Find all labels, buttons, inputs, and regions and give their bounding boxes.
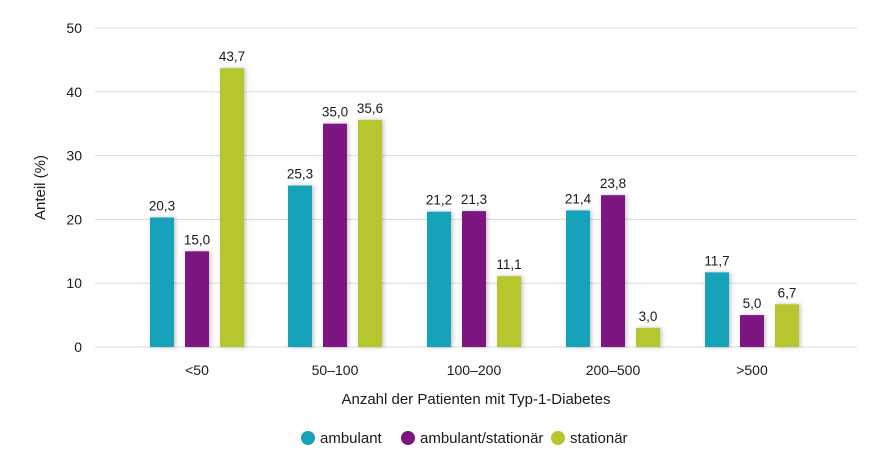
bar — [150, 217, 174, 347]
x-axis-title: Anzahl der Patienten mit Typ-1-Diabetes — [341, 391, 610, 408]
y-tick-label: 50 — [66, 20, 82, 36]
data-labels: 20,3 15,0 43,7 25,3 35,0 35,6 21,2 21,3 11,1 21,4… — [149, 49, 797, 324]
y-tick-label: 20 — [66, 211, 82, 227]
data-label: 11,7 — [704, 253, 729, 268]
bar — [427, 211, 451, 347]
x-tick-label: <50 — [185, 362, 209, 378]
data-label: 35,0 — [322, 105, 348, 120]
legend-label: ambulant — [320, 430, 383, 447]
data-label: 23,8 — [600, 176, 626, 191]
legend-label: ambulant/stationär — [420, 430, 543, 447]
y-tick-label: 10 — [66, 275, 82, 291]
data-label: 35,6 — [357, 101, 383, 116]
data-label: 21,2 — [426, 193, 452, 208]
y-axis-ticks: 0 10 20 30 40 50 — [66, 20, 82, 355]
x-tick-label: 50–100 — [312, 362, 359, 378]
x-tick-label: 100–200 — [447, 362, 502, 378]
bar — [566, 210, 590, 347]
legend-swatch — [301, 431, 315, 445]
y-tick-label: 0 — [74, 339, 82, 355]
data-label: 11,1 — [496, 257, 521, 272]
legend: ambulant ambulant/stationär stationär — [301, 430, 628, 447]
data-label: 6,7 — [778, 285, 797, 300]
data-label: 15,0 — [184, 232, 210, 247]
data-label: 25,3 — [287, 167, 313, 182]
y-axis-title: Anteil (%) — [32, 155, 49, 220]
bar — [636, 327, 660, 347]
bar — [288, 185, 312, 347]
y-tick-label: 30 — [66, 148, 82, 164]
legend-swatch — [401, 431, 415, 445]
bar — [220, 68, 244, 347]
data-label: 43,7 — [219, 49, 245, 64]
legend-label: stationär — [570, 430, 628, 447]
data-label: 21,4 — [565, 191, 592, 206]
bar — [601, 195, 625, 347]
bar — [462, 211, 486, 347]
bar — [497, 276, 521, 347]
data-label: 20,3 — [149, 198, 175, 213]
x-axis-ticks: <50 50–100 100–200 200–500 >500 — [185, 362, 768, 378]
bar — [185, 251, 209, 347]
data-label: 5,0 — [743, 296, 762, 311]
bar — [775, 304, 799, 347]
bar — [740, 315, 764, 347]
x-tick-label: 200–500 — [586, 362, 641, 378]
bar — [323, 123, 347, 347]
bar — [705, 272, 729, 347]
x-tick-label: >500 — [736, 362, 768, 378]
legend-swatch — [551, 431, 565, 445]
y-tick-label: 40 — [66, 84, 82, 100]
bar — [358, 119, 382, 347]
data-label: 3,0 — [639, 309, 658, 324]
bars — [150, 68, 799, 347]
data-label: 21,3 — [461, 192, 487, 207]
